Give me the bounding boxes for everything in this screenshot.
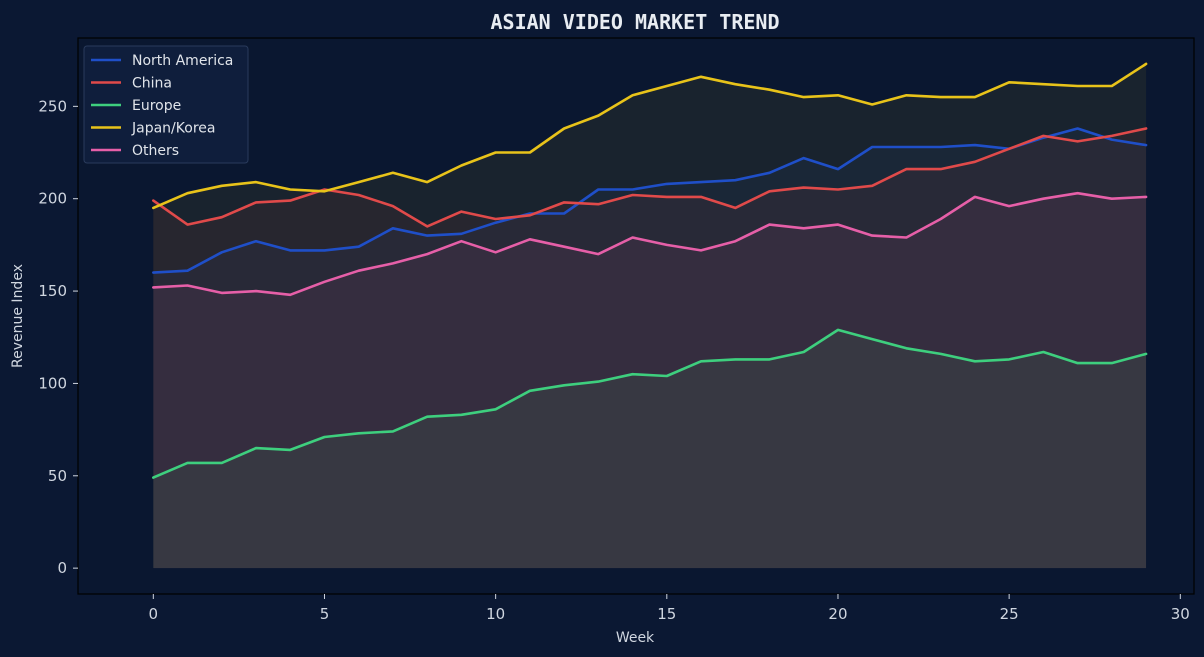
area-north-america [153, 128, 1147, 569]
y-tick-label: 100 [38, 374, 67, 392]
x-tick-label: 5 [320, 605, 330, 623]
area-others [153, 193, 1147, 569]
legend-label-north-america: North America [132, 53, 233, 69]
line-others [152, 191, 1148, 297]
line-north-america [152, 127, 1148, 274]
legend: North America China Europe Japan/Korea Other… [83, 45, 249, 164]
series-lines [152, 62, 1148, 479]
y-axis-ticks: 0 50 100 150 200 250 [38, 97, 78, 577]
area-china [153, 128, 1147, 569]
x-tick-label: 10 [486, 605, 505, 623]
chart-title: ASIAN VIDEO MARKET TREND [491, 10, 780, 34]
legend-label-japan-korea: Japan/Korea [131, 121, 215, 137]
area-japan-korea [153, 63, 1147, 569]
line-japan-korea [152, 62, 1148, 210]
x-tick-label: 0 [149, 605, 159, 623]
area-europe [153, 329, 1147, 569]
legend-box [83, 45, 249, 164]
line-europe [152, 328, 1148, 479]
x-tick-label: 25 [1000, 605, 1019, 623]
y-tick-label: 50 [48, 467, 67, 485]
y-axis-label: Revenue Index [10, 264, 26, 368]
x-tick-label: 20 [828, 605, 847, 623]
y-tick-label: 0 [57, 559, 67, 577]
plot-area [77, 37, 1195, 595]
x-tick-label: 15 [657, 605, 676, 623]
x-axis-ticks: 0 5 10 15 20 25 30 [149, 594, 1190, 623]
x-axis-label: Week [616, 630, 655, 646]
x-tick-label: 30 [1171, 605, 1190, 623]
y-tick-label: 150 [38, 282, 67, 300]
legend-label-china: China [132, 76, 172, 92]
y-tick-label: 250 [38, 97, 67, 115]
legend-label-europe: Europe [132, 98, 181, 114]
area-fills [153, 63, 1147, 569]
legend-label-others: Others [132, 143, 179, 159]
y-tick-label: 200 [38, 190, 67, 208]
